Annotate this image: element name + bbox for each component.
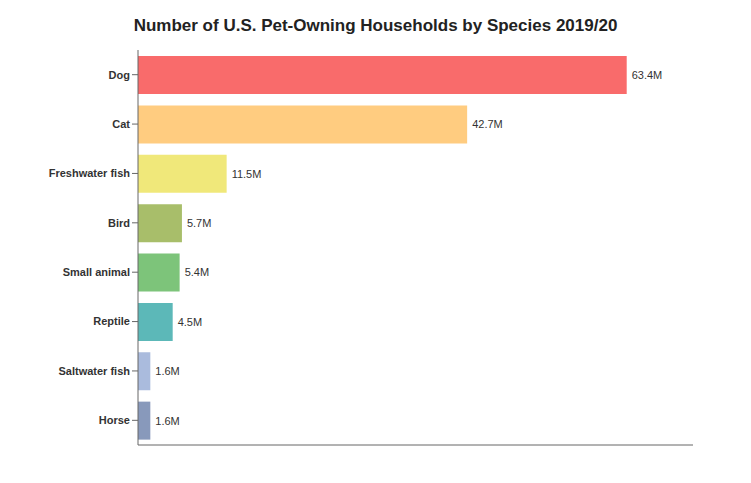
- svg-text:Bird: Bird: [108, 217, 130, 229]
- svg-text:Saltwater fish: Saltwater fish: [58, 365, 130, 377]
- svg-text:63.4M: 63.4M: [632, 69, 663, 81]
- svg-text:Freshwater fish: Freshwater fish: [49, 167, 131, 179]
- svg-text:5.4M: 5.4M: [185, 266, 209, 278]
- svg-text:Cat: Cat: [112, 118, 130, 130]
- svg-text:42.7M: 42.7M: [472, 118, 503, 130]
- svg-text:Reptile: Reptile: [93, 315, 130, 327]
- svg-text:1.6M: 1.6M: [155, 365, 179, 377]
- svg-text:Dog: Dog: [109, 69, 130, 81]
- svg-text:Small animal: Small animal: [63, 266, 130, 278]
- svg-text:4.5M: 4.5M: [178, 316, 202, 328]
- svg-text:Horse: Horse: [99, 414, 130, 426]
- svg-text:1.6M: 1.6M: [155, 415, 179, 427]
- svg-text:11.5M: 11.5M: [232, 168, 262, 180]
- svg-text:5.7M: 5.7M: [187, 217, 211, 229]
- html-text:Number of U.S. Pet-Owning Hous: Number of U.S. Pet-Owning Households by …: [133, 16, 618, 35]
